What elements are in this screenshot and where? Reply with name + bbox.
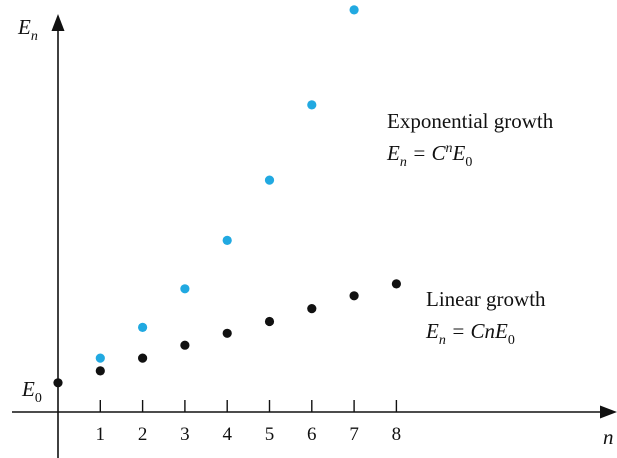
exponential-growth-point xyxy=(307,100,317,110)
x-tick-label: 4 xyxy=(222,424,232,445)
exponential-growth-point xyxy=(180,284,190,294)
linear-growth-point xyxy=(53,378,63,388)
x-tick-label: 3 xyxy=(180,424,190,445)
x-ticks: 1 2 3 4 5 6 7 8 xyxy=(96,400,402,445)
y0-label: E0 xyxy=(21,377,42,406)
exponential-growth-point xyxy=(349,5,359,15)
x-axis-arrow xyxy=(600,405,617,419)
data-points xyxy=(53,5,401,388)
exponential-growth-point xyxy=(264,175,275,185)
linear-growth-point xyxy=(264,316,275,327)
linear-growth-point xyxy=(391,279,401,289)
exponential-growth-point xyxy=(95,353,105,363)
linear-growth-point xyxy=(222,328,232,338)
axes xyxy=(12,14,617,458)
linear-growth-title: Linear growth xyxy=(426,287,546,311)
exp-growth-formula: En = CnE0 xyxy=(386,141,472,170)
x-tick-label: 2 xyxy=(138,424,148,445)
x-axis-label: n xyxy=(603,425,614,449)
exponential-growth-point xyxy=(138,322,148,332)
linear-growth-point xyxy=(180,340,190,350)
y-axis-label: En xyxy=(17,15,38,44)
x-tick-label: 1 xyxy=(96,424,106,445)
linear-growth-point xyxy=(95,366,105,376)
linear-growth-point xyxy=(138,353,148,363)
x-tick-label: 5 xyxy=(265,424,275,445)
linear-growth-formula: En = CnE0 xyxy=(425,319,515,348)
x-tick-label: 7 xyxy=(349,424,359,445)
linear-growth-point xyxy=(307,304,317,314)
exponential-growth-point xyxy=(222,235,232,245)
linear-growth-point xyxy=(349,291,359,301)
x-tick-label: 6 xyxy=(307,424,317,445)
y-axis-arrow xyxy=(51,14,65,31)
x-tick-label: 8 xyxy=(392,424,402,445)
exp-growth-title: Exponential growth xyxy=(387,109,554,133)
